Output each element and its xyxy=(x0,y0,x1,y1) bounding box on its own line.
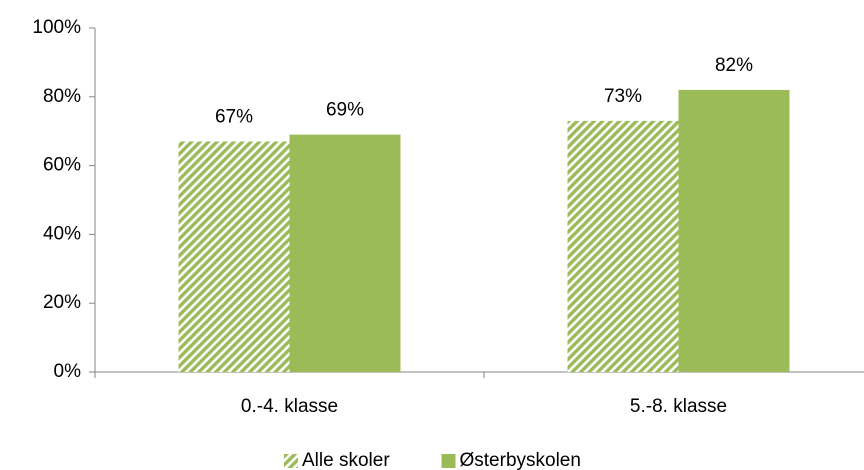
bar xyxy=(178,141,290,372)
x-tick-label: 0.-4. klasse xyxy=(241,396,338,417)
bar xyxy=(678,89,790,373)
y-tick-label: 20% xyxy=(43,292,81,313)
value-label: 69% xyxy=(326,100,364,121)
legend-swatch xyxy=(441,454,456,468)
y-tick-label: 60% xyxy=(43,155,81,176)
value-label: 82% xyxy=(715,55,753,76)
bar xyxy=(567,120,679,372)
legend-label: Alle skoler xyxy=(302,450,390,470)
bar xyxy=(289,134,401,372)
legend-swatch xyxy=(284,454,298,468)
value-label: 73% xyxy=(604,86,642,107)
y-tick-label: 100% xyxy=(32,17,81,38)
legend-label: Østerbyskolen xyxy=(460,450,581,470)
y-tick-label: 0% xyxy=(54,361,82,382)
value-label: 67% xyxy=(215,107,253,128)
y-tick-label: 40% xyxy=(43,223,81,244)
x-tick-label: 5.-8. klasse xyxy=(630,396,727,417)
y-tick-label: 80% xyxy=(43,86,81,107)
